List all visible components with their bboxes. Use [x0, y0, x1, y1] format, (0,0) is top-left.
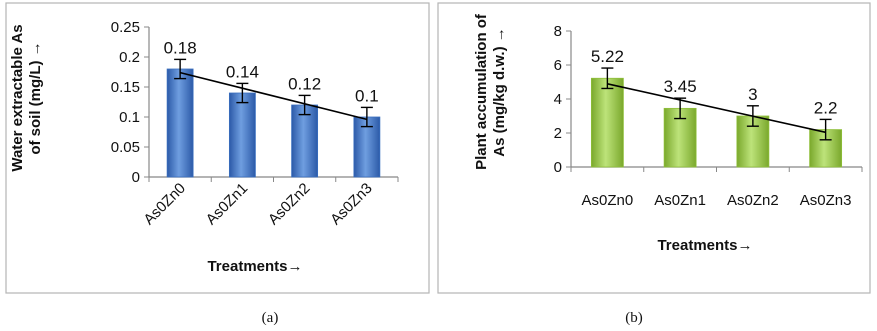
x-axis-title: Treatments→ [657, 237, 752, 254]
bar [353, 116, 381, 178]
y-tick-label: 0 [132, 169, 140, 186]
y-tick-label: 0.05 [111, 139, 140, 156]
x-tick-label: As0Zn3 [327, 180, 376, 229]
y-tick-label: 8 [554, 23, 562, 40]
chart-b: 0 2 4 6 8 5.22 As0Zn0 3.45 As0Zn1 3 As0Zn2 2.2 As0Zn… [473, 13, 863, 254]
x-axis-title: Treatments→ [207, 258, 302, 275]
y-tick-label: 2 [554, 125, 562, 142]
panel-b-frame [437, 2, 871, 294]
data-label: 0.1 [355, 86, 379, 105]
bar [590, 77, 624, 168]
x-tick-label: As0Zn1 [203, 180, 252, 229]
y-tick-label: 0.25 [111, 19, 140, 36]
y-tick-label: 0.15 [111, 79, 140, 96]
y-axis-title-line1: Plant accumulation of [473, 13, 490, 170]
y-tick-label: 0.1 [119, 109, 140, 126]
chart-a: 0 0.05 0.1 0.15 0.2 0.25 0.18 As0Zn0 0.14 As0Zn1 0… [9, 19, 399, 275]
trendline [607, 83, 826, 134]
data-label: 2.2 [814, 98, 838, 117]
x-tick-label: As0Zn3 [800, 192, 852, 209]
x-tick-label: As0Zn2 [265, 180, 314, 229]
bar [166, 68, 194, 178]
y-tick-label: 6 [554, 57, 562, 74]
x-tick-label: As0Zn0 [140, 180, 189, 229]
x-tick-label: As0Zn1 [654, 192, 706, 209]
y-tick-label: 4 [554, 91, 562, 108]
y-axis-title-line2: of soil (mg/L) → [27, 41, 44, 154]
panel-a-frame [5, 2, 430, 294]
y-tick-label: 0 [554, 159, 562, 176]
y-tick-label: 0.2 [119, 49, 140, 66]
y-axis-title-line2: As (mg/kg d.w.) → [491, 27, 508, 156]
x-tick-label: As0Zn0 [582, 192, 634, 209]
data-label: 3 [748, 85, 757, 104]
panel-b-caption: (b) [625, 310, 643, 326]
y-axis-title-line1: Water extractable As [9, 24, 26, 171]
panel-a-caption: (a) [262, 310, 279, 326]
trendline [179, 71, 368, 121]
bar [228, 92, 256, 178]
data-label: 0.14 [226, 62, 259, 81]
data-label: 0.18 [164, 38, 197, 57]
data-label: 3.45 [664, 77, 697, 96]
x-tick-label: As0Zn2 [727, 192, 779, 209]
data-label: 0.12 [288, 74, 321, 93]
bar [291, 104, 319, 178]
data-label: 5.22 [591, 47, 624, 66]
